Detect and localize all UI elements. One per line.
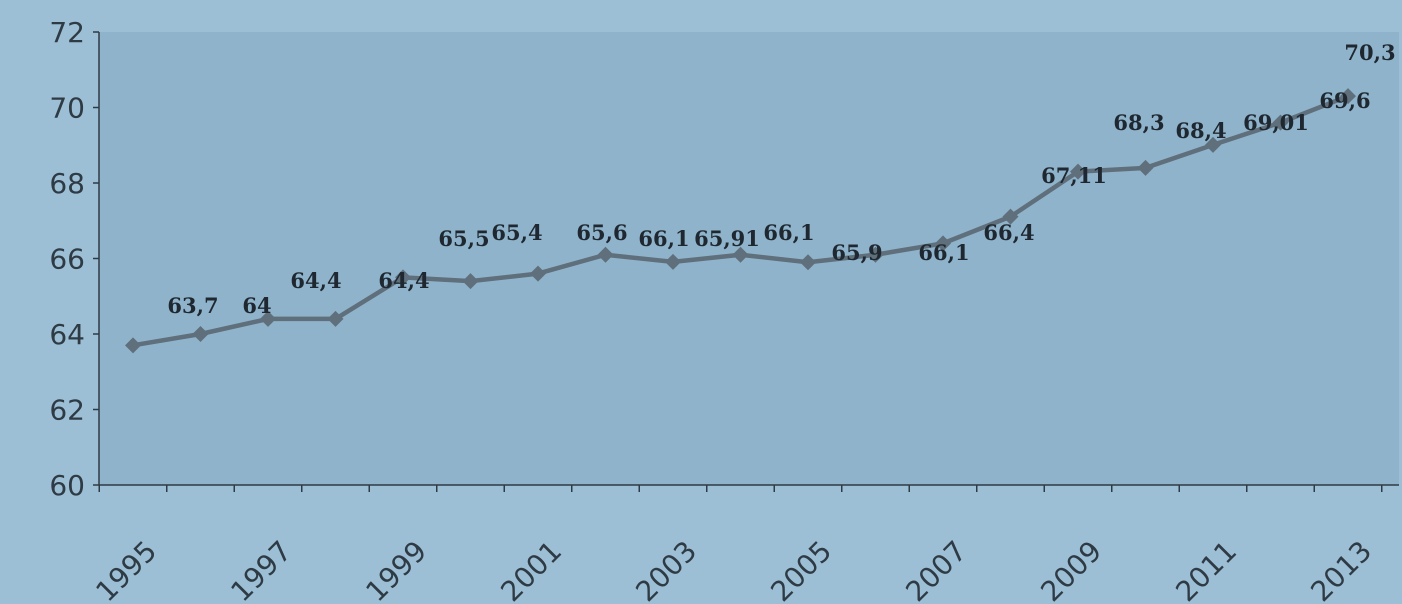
data-label: 64 [242,293,271,318]
data-label: 69,01 [1243,110,1309,135]
data-label: 64,4 [378,268,429,293]
data-point-marker [597,246,614,263]
data-label: 65,6 [576,220,627,245]
data-point-marker [800,254,816,271]
x-tick-label: 2009 [1034,534,1108,604]
data-point-marker [732,246,749,263]
data-label: 68,4 [1175,118,1226,143]
data-point-marker [1205,136,1221,153]
data-label: 65,4 [491,220,542,245]
data-label: 66,1 [918,240,969,265]
y-tick-label: 62 [49,394,85,427]
data-point-marker [327,310,344,327]
y-tick-label: 72 [49,16,85,49]
x-tick-label: 2001 [494,534,568,604]
x-tick-label: 2003 [629,534,703,604]
y-tick-label: 60 [49,469,85,502]
y-axis: 60 62 64 66 68 70 72 [49,16,99,502]
y-tick-label: 68 [49,167,85,200]
data-label: 66,4 [983,220,1034,245]
data-point-marker [1070,163,1086,180]
data-label: 65,91 [694,226,760,251]
data-point-marker [125,337,141,354]
x-tick-label: 1997 [224,534,298,604]
data-point-marker [665,253,681,270]
data-label: 63,7 [167,293,218,318]
data-label: 66,1 [763,220,814,245]
y-tick-label: 66 [49,243,85,276]
data-point-marker [530,265,546,282]
x-tick-label: 2011 [1169,534,1243,604]
data-label: 64,4 [290,268,341,293]
x-tick-label: 1999 [359,534,433,604]
data-point-marker [395,269,411,286]
x-tick-label: 2005 [764,534,838,604]
x-tick-label: 2007 [899,534,973,604]
data-point-marker [192,326,209,342]
x-axis: 1995 1997 1999 2001 2003 2005 2007 2009 2011 2013 [89,485,1383,604]
data-point-marker [260,310,276,327]
data-point-marker [462,273,479,290]
data-label: 70,3 [1344,40,1395,65]
data-point-marker [867,246,884,263]
data-point-marker [1137,159,1154,176]
data-label: 68,3 [1113,110,1164,135]
data-point-marker [935,235,951,252]
x-tick-label: 1995 [89,534,163,604]
data-label: 67,11 [1041,163,1107,188]
x-tick-label: 2013 [1304,534,1378,604]
data-label: 65,9 [831,240,882,265]
data-label: 65,5 [438,226,489,251]
series-layer [125,88,1356,354]
data-point-marker [1272,114,1289,131]
y-tick-label: 64 [49,318,85,351]
data-label: 66,1 [638,226,689,251]
data-point-marker [1340,88,1356,105]
data-label: 69,6 [1319,88,1370,113]
plot-area [99,32,1399,485]
data-point-marker [1002,208,1019,225]
y-tick-label: 70 [49,92,85,125]
